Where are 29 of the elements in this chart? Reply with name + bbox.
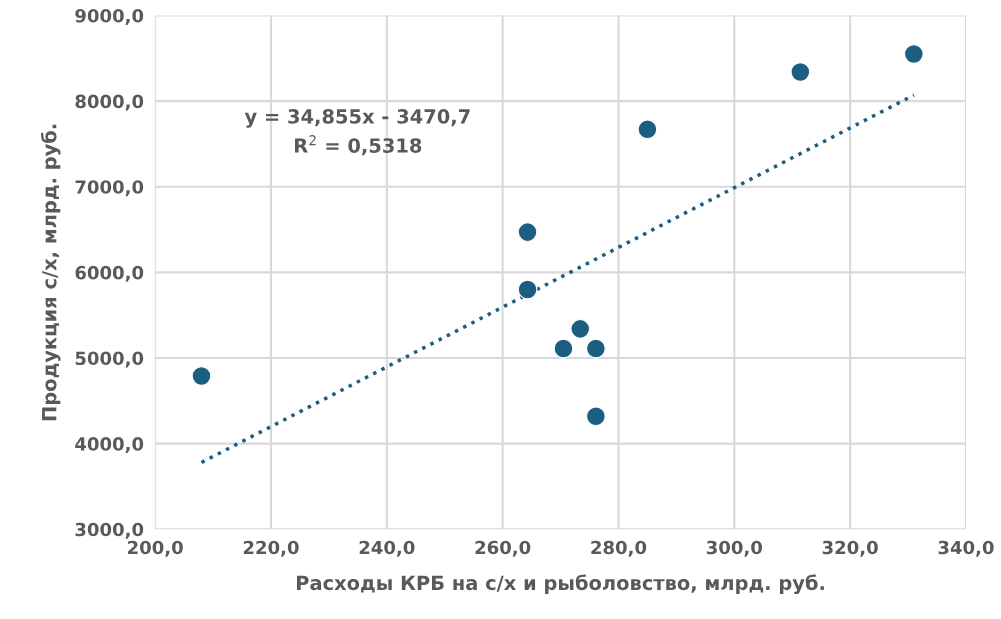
point <box>586 338 606 359</box>
y-tick-label: 9000,0 <box>75 8 144 25</box>
x-tick-label: 280,0 <box>591 540 647 557</box>
point <box>903 44 924 64</box>
y-axis-title: Продукция с/х, млрд. руб. <box>40 124 61 421</box>
x-tick-label: 220,0 <box>243 540 299 557</box>
point <box>553 338 574 359</box>
point <box>570 319 591 339</box>
point <box>517 222 538 242</box>
y-tick-label: 3000,0 <box>75 522 144 539</box>
x-tick-label: 200,0 <box>128 540 183 557</box>
annotation: y = 34,855x - 3470,7 <box>244 109 470 128</box>
point <box>586 406 606 427</box>
point <box>191 366 212 386</box>
y-tick-label: 4000,0 <box>75 437 144 454</box>
y-tick-label: 8000,0 <box>75 94 144 111</box>
y-tick-label: 7000,0 <box>75 180 144 197</box>
annotation: R$^{2}$ = 0,5318 <box>294 135 422 156</box>
x-tick-label: 320,0 <box>822 540 878 557</box>
x-tick-label: 300,0 <box>706 540 762 557</box>
point <box>637 119 658 140</box>
x-axis-title: Расходы КРБ на с/х и рыболовство, млрд. руб. <box>297 574 824 595</box>
x-tick-label: 260,0 <box>475 540 531 557</box>
point <box>790 62 811 82</box>
point <box>517 279 538 300</box>
x-tick-label: 340,0 <box>938 540 994 557</box>
x-tick-label: 240,0 <box>359 540 415 557</box>
y-tick-label: 6000,0 <box>75 265 144 282</box>
y-tick-label: 5000,0 <box>75 351 144 368</box>
